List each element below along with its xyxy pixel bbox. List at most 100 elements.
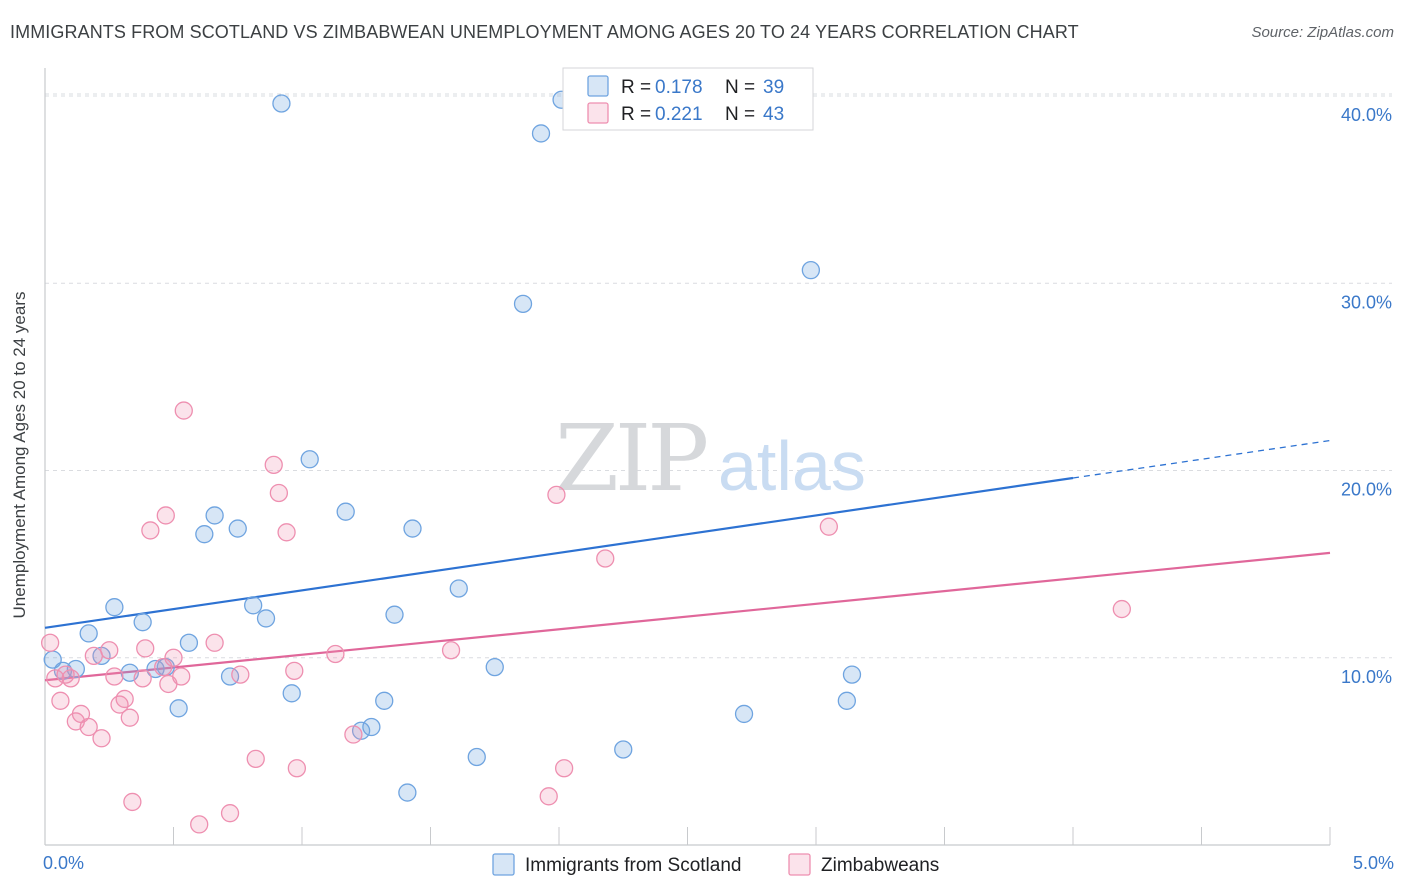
zimbabwe-point xyxy=(344,725,363,744)
scotland-point xyxy=(385,605,404,624)
zimbabwe-point xyxy=(220,804,240,823)
legend-n-label: N = xyxy=(725,77,755,98)
trend-line-scotland-extension xyxy=(1072,439,1331,479)
series-legend-label-scotland: Immigrants from Scotland xyxy=(525,855,741,876)
zimbabwe-point xyxy=(539,787,558,806)
scotland-point xyxy=(362,717,381,737)
zimbabwe-point xyxy=(133,669,152,688)
scotland-point xyxy=(79,624,98,643)
zimbabwe-point xyxy=(547,485,566,504)
zimbabwe-point xyxy=(174,401,193,420)
scotland-point xyxy=(614,740,633,759)
zimbabwe-point xyxy=(51,691,70,710)
zimbabwe-point xyxy=(100,641,119,660)
zimbabwe-point xyxy=(190,815,209,834)
zimbabwe-point xyxy=(205,633,224,652)
scotland-point xyxy=(336,502,355,521)
zimbabwe-point xyxy=(61,669,80,688)
watermark-zip: ZIP xyxy=(555,405,706,512)
zimbabwe-point xyxy=(46,669,65,688)
y-tick-label: 10.0% xyxy=(1341,667,1392,687)
series-legend: Immigrants from Scotland Zimbabweans xyxy=(492,853,939,876)
zimbabwe-point xyxy=(1112,599,1131,619)
scotland-point xyxy=(272,94,291,113)
zimbabwe-point xyxy=(287,759,307,778)
scotland-point xyxy=(205,506,224,525)
scotland-point xyxy=(282,684,301,703)
zimbabwe-point xyxy=(231,665,250,684)
scotland-point xyxy=(300,450,319,469)
scotland-point xyxy=(228,519,247,538)
legend-swatch-scotland xyxy=(587,75,609,97)
axes: 10.0% 20.0% 30.0% 40.0% 0.0% 5.0% xyxy=(43,68,1394,873)
scotland-point xyxy=(449,579,468,598)
legend-n-value: 43 xyxy=(763,104,784,125)
trend-line-scotland xyxy=(44,476,1074,629)
scotland-point xyxy=(734,704,754,724)
zimbabwe-point xyxy=(596,549,615,568)
zimbabwe-point xyxy=(172,667,191,686)
series-legend-swatch-scotland xyxy=(492,853,515,876)
x-tick-label-max: 5.0% xyxy=(1353,853,1394,873)
zimbabwe-point xyxy=(79,717,98,737)
zimbabwe-point xyxy=(156,506,175,525)
zimbabwe-point xyxy=(164,648,183,667)
scotland-point xyxy=(375,691,394,710)
gridlines xyxy=(45,93,1392,659)
scotland-point xyxy=(398,783,417,802)
legend-box xyxy=(562,67,814,131)
zimbabwe-point xyxy=(277,523,296,542)
legend-n-label: N = xyxy=(725,104,755,125)
scotland-point xyxy=(801,260,821,280)
scotland-point xyxy=(256,609,276,628)
zimbabwe-point xyxy=(136,639,155,658)
scotland-point xyxy=(485,657,504,677)
zimbabwe-point xyxy=(84,646,103,666)
series-legend-label-zimbabwe: Zimbabweans xyxy=(821,855,939,876)
scotland-point xyxy=(467,747,486,767)
scotland-point xyxy=(179,633,199,652)
data-points xyxy=(40,90,1131,834)
scotland-point xyxy=(513,294,533,313)
scotland-point xyxy=(105,598,124,617)
legend-r-label: R = xyxy=(621,104,651,125)
legend-swatch-zimbabwe xyxy=(587,102,609,124)
y-tick-label: 20.0% xyxy=(1341,480,1392,500)
scotland-point xyxy=(531,124,551,143)
legend: R = 0.178 N = 39 R = 0.221 N = 43 xyxy=(562,67,814,131)
y-tick-label: 40.0% xyxy=(1341,105,1392,125)
scotland-point xyxy=(169,699,188,718)
zimbabwe-point xyxy=(141,521,160,540)
scotland-point xyxy=(133,613,152,632)
scotland-point xyxy=(842,665,862,684)
scotland-point xyxy=(403,519,422,538)
zimbabwe-point xyxy=(441,641,461,660)
watermark: ZIP atlas xyxy=(555,405,866,512)
zimbabwe-point xyxy=(269,483,289,503)
scotland-point xyxy=(195,525,214,544)
legend-r-value: 0.178 xyxy=(655,77,703,98)
zimbabwe-point xyxy=(110,695,129,714)
trend-lines xyxy=(44,439,1331,682)
zimbabwe-point xyxy=(40,633,60,652)
scotland-point xyxy=(837,691,856,710)
chart-title: IMMIGRANTS FROM SCOTLAND VS ZIMBABWEAN U… xyxy=(10,22,1079,42)
x-tick-label-min: 0.0% xyxy=(43,853,84,873)
watermark-atlas: atlas xyxy=(718,427,866,505)
source-label: Source: ZipAtlas.com xyxy=(1251,24,1394,41)
scotland-point xyxy=(66,659,85,679)
trend-line-zimbabwe xyxy=(44,551,1331,682)
y-tick-label: 30.0% xyxy=(1341,292,1392,312)
zimbabwe-point xyxy=(554,759,574,778)
legend-r-label: R = xyxy=(621,77,651,98)
legend-r-value: 0.221 xyxy=(655,104,703,125)
zimbabwe-point xyxy=(115,689,134,709)
scotland-point xyxy=(244,596,263,615)
legend-n-value: 39 xyxy=(763,77,784,98)
zimbabwe-point xyxy=(264,455,283,475)
zimbabwe-point xyxy=(326,644,345,664)
zimbabwe-point xyxy=(123,792,142,812)
zimbabwe-point xyxy=(105,667,124,686)
zimbabwe-point xyxy=(246,749,265,769)
